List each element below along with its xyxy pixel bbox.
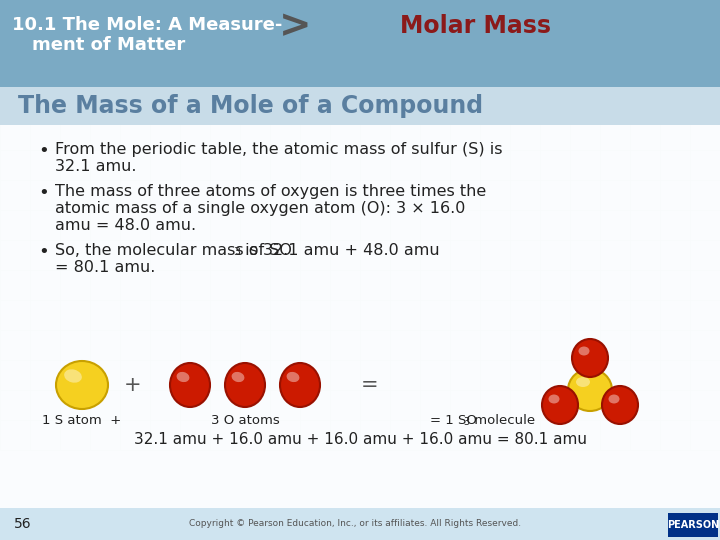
- Text: amu = 48.0 amu.: amu = 48.0 amu.: [55, 218, 196, 233]
- Text: So, the molecular mass of SO: So, the molecular mass of SO: [55, 243, 292, 258]
- Text: +: +: [124, 375, 142, 395]
- Ellipse shape: [56, 361, 108, 409]
- Ellipse shape: [176, 372, 189, 382]
- Text: atomic mass of a single oxygen atom (O): 3 × 16.0: atomic mass of a single oxygen atom (O):…: [55, 201, 465, 216]
- Text: ment of Matter: ment of Matter: [32, 36, 185, 54]
- FancyBboxPatch shape: [668, 513, 718, 537]
- Text: molecule: molecule: [469, 414, 535, 427]
- Ellipse shape: [608, 395, 619, 403]
- Text: 3: 3: [233, 247, 240, 257]
- Text: = 1 SO: = 1 SO: [430, 414, 477, 427]
- Ellipse shape: [64, 369, 82, 383]
- Text: •: •: [38, 184, 49, 202]
- Text: The mass of three atoms of oxygen is three times the: The mass of three atoms of oxygen is thr…: [55, 184, 486, 199]
- Text: Molar Mass: Molar Mass: [400, 14, 551, 38]
- Ellipse shape: [225, 363, 265, 407]
- Text: 32.1 amu + 16.0 amu + 16.0 amu + 16.0 amu = 80.1 amu: 32.1 amu + 16.0 amu + 16.0 amu + 16.0 am…: [133, 432, 587, 447]
- Text: PEARSON: PEARSON: [667, 520, 719, 530]
- Text: 1 S atom  +: 1 S atom +: [42, 414, 122, 427]
- Text: •: •: [38, 142, 49, 160]
- Text: 10.1 The Mole: A Measure-: 10.1 The Mole: A Measure-: [12, 16, 282, 34]
- Ellipse shape: [232, 372, 244, 382]
- FancyBboxPatch shape: [0, 0, 720, 90]
- Text: >: >: [279, 7, 311, 45]
- Ellipse shape: [542, 386, 578, 424]
- Ellipse shape: [287, 372, 300, 382]
- Text: 56: 56: [14, 517, 32, 531]
- Ellipse shape: [602, 386, 638, 424]
- Text: The Mass of a Mole of a Compound: The Mass of a Mole of a Compound: [18, 94, 483, 118]
- FancyBboxPatch shape: [0, 87, 720, 125]
- FancyBboxPatch shape: [0, 50, 720, 510]
- FancyBboxPatch shape: [0, 508, 720, 540]
- Text: Copyright © Pearson Education, Inc., or its affiliates. All Rights Reserved.: Copyright © Pearson Education, Inc., or …: [189, 519, 521, 529]
- Ellipse shape: [578, 347, 590, 355]
- Text: =: =: [361, 375, 379, 395]
- Text: is 32.1 amu + 48.0 amu: is 32.1 amu + 48.0 amu: [240, 243, 439, 258]
- Text: = 80.1 amu.: = 80.1 amu.: [55, 260, 156, 275]
- Ellipse shape: [280, 363, 320, 407]
- Text: 32.1 amu.: 32.1 amu.: [55, 159, 137, 174]
- Text: 3: 3: [464, 417, 469, 427]
- Ellipse shape: [549, 395, 559, 403]
- Ellipse shape: [568, 369, 612, 411]
- Text: 3 O atoms: 3 O atoms: [211, 414, 279, 427]
- Ellipse shape: [576, 377, 590, 387]
- Text: From the periodic table, the atomic mass of sulfur (S) is: From the periodic table, the atomic mass…: [55, 142, 503, 157]
- Ellipse shape: [572, 339, 608, 377]
- Text: •: •: [38, 243, 49, 261]
- Ellipse shape: [170, 363, 210, 407]
